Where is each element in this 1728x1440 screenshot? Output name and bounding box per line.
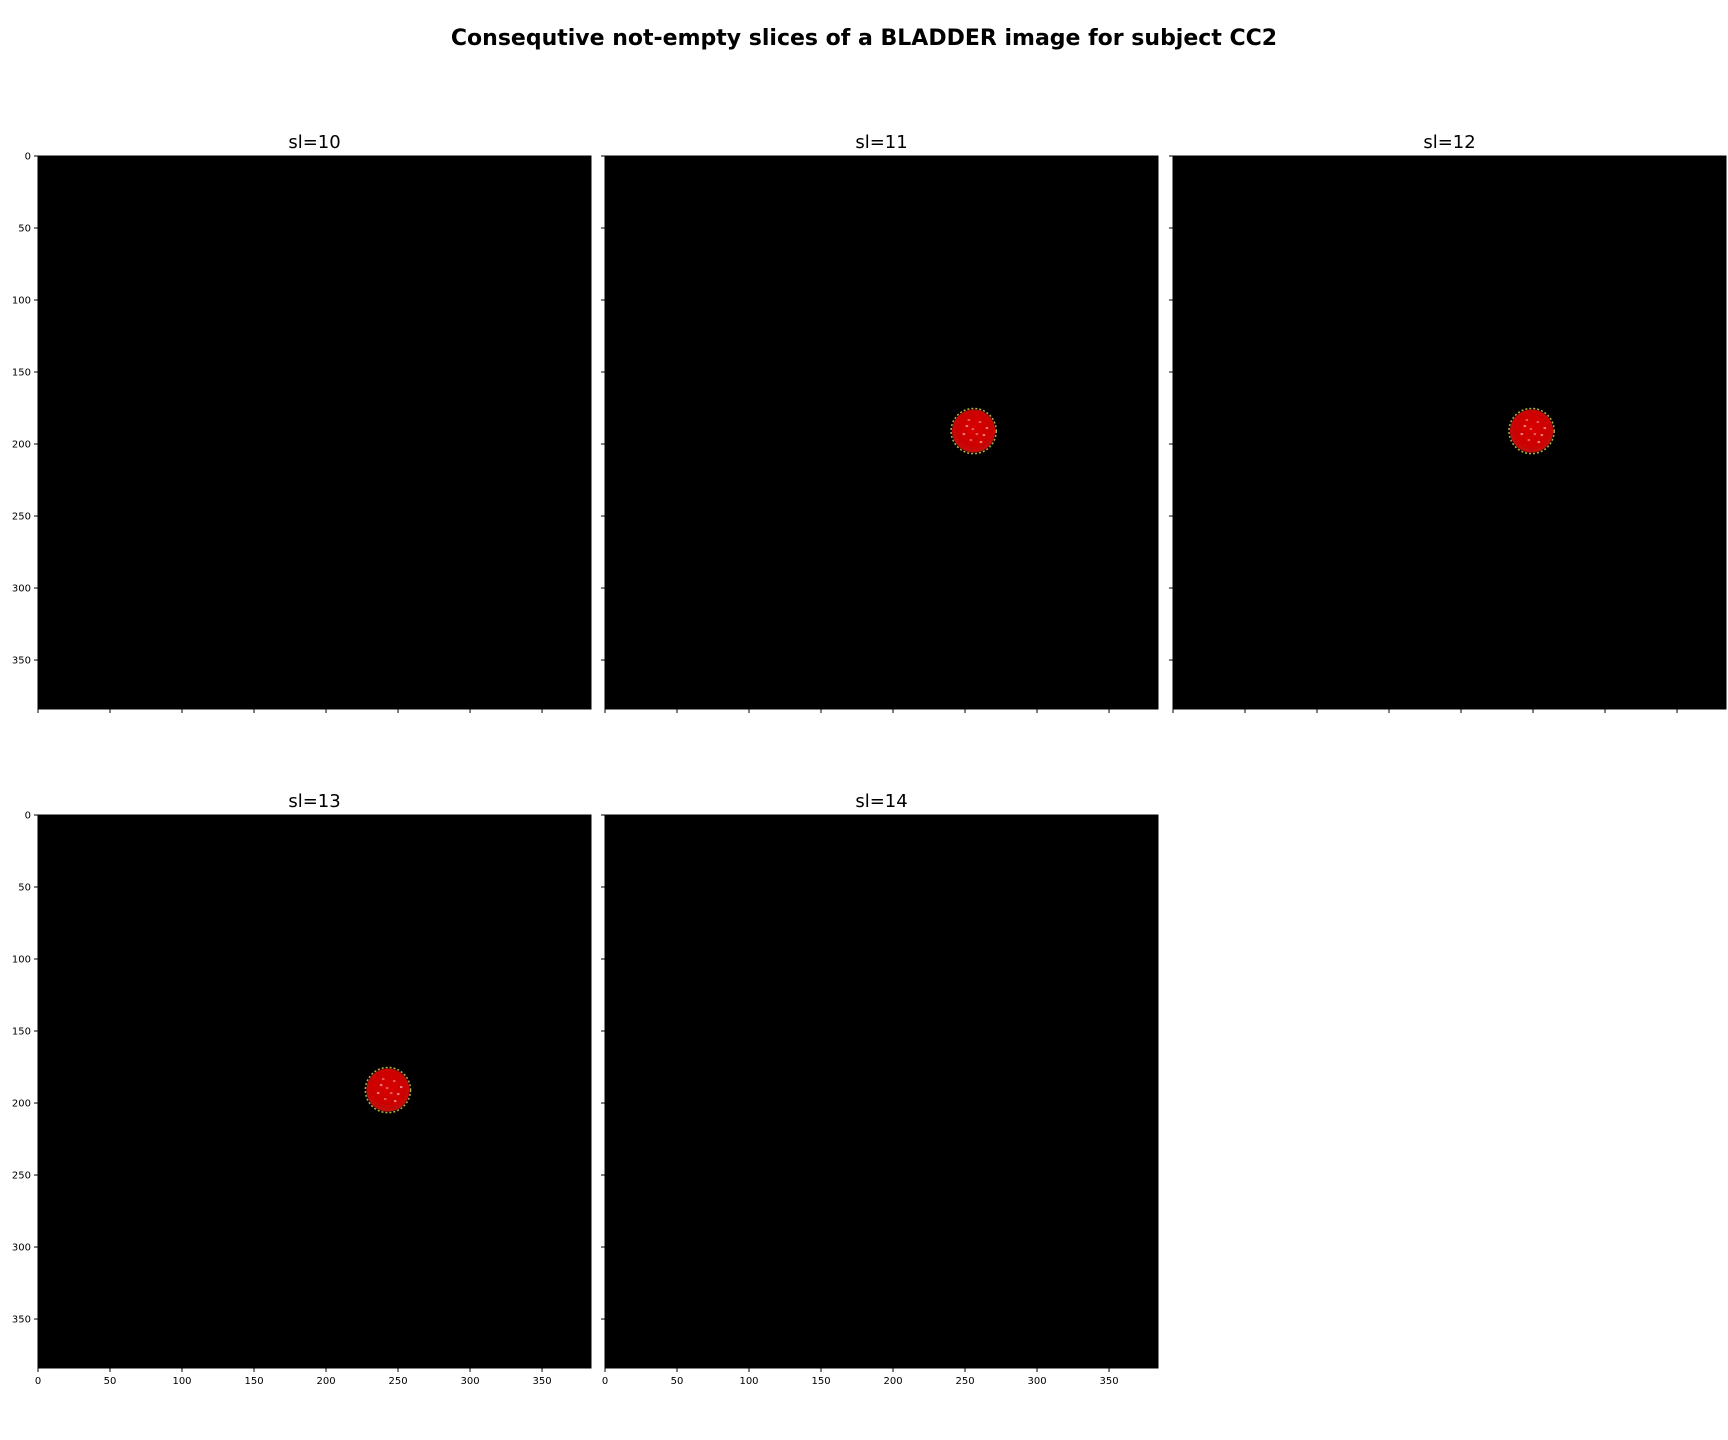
axes-frame [604, 155, 1159, 710]
slice-image [605, 156, 1158, 709]
region-texture [979, 441, 983, 444]
y-tick-label: 200 [12, 440, 31, 451]
region-texture [975, 433, 979, 436]
slice-image [605, 815, 1158, 1368]
region-texture [1520, 433, 1524, 436]
y-tick-label: 150 [12, 368, 31, 379]
panel-4: sl=14 0 50 100 150 200 250 300 350 [601, 791, 1159, 1387]
region-texture [399, 1086, 403, 1089]
region-texture [389, 1092, 393, 1095]
x-tick-label: 100 [172, 1376, 191, 1387]
x-tick-label: 300 [460, 1376, 479, 1387]
axes-frame [604, 814, 1159, 1369]
y-tick-label: 300 [12, 584, 31, 595]
panel-3: sl=13 0 50 100 150 200 250 300 350 0 50 100 150 200 25… [12, 791, 592, 1387]
y-tick-label: 0 [25, 152, 31, 163]
region-edge [364, 1066, 412, 1114]
panel-title: sl=14 [855, 791, 907, 812]
panels: sl=10 0 50 100 150 200 250 300 350 sl=11 sl=12 sl=1… [12, 132, 1727, 1387]
x-tick-label: 100 [739, 1376, 758, 1387]
region-texture [1529, 428, 1533, 431]
x-tick-label: 150 [811, 1376, 830, 1387]
x-tick-label: 350 [532, 1376, 551, 1387]
x-tick-label: 200 [883, 1376, 902, 1387]
y-tick-label: 50 [18, 224, 31, 235]
x-tick-label: 200 [316, 1376, 335, 1387]
y-tick-label: 0 [25, 811, 31, 822]
region-texture [1543, 427, 1547, 430]
y-tick-label: 100 [12, 296, 31, 307]
axes-frame [1172, 155, 1727, 710]
y-tick-label: 300 [12, 1243, 31, 1254]
region-texture [392, 1080, 396, 1083]
slice-image [38, 815, 591, 1368]
y-tick-label: 350 [12, 656, 31, 667]
axes-frame [37, 814, 592, 1369]
y-tick-label: 100 [12, 955, 31, 966]
region-texture [396, 1093, 400, 1096]
x-tick-label: 50 [671, 1376, 684, 1387]
bladder-region [952, 409, 996, 453]
region-texture [379, 1084, 383, 1087]
region-texture [393, 1100, 397, 1103]
region-texture [1527, 439, 1531, 442]
panel-1: sl=11 [601, 132, 1159, 713]
region-texture [982, 434, 986, 437]
region-texture [376, 1092, 380, 1095]
x-tick-label: 300 [1027, 1376, 1046, 1387]
region-texture [385, 1087, 389, 1090]
panel-2: sl=12 [1169, 132, 1727, 713]
slice-image [38, 156, 591, 709]
region-texture [967, 419, 971, 422]
x-tick-label: 50 [104, 1376, 117, 1387]
x-tick-label: 250 [388, 1376, 407, 1387]
region-texture [1537, 441, 1541, 444]
panel-title: sl=12 [1423, 132, 1475, 153]
region-texture [381, 1078, 385, 1081]
x-tick-label: 350 [1099, 1376, 1118, 1387]
figure-title: Consequtive not-empty slices of a BLADDE… [451, 26, 1277, 51]
x-tick-label: 250 [955, 1376, 974, 1387]
y-tick-label: 350 [12, 1315, 31, 1326]
region-texture [383, 1098, 387, 1101]
region-texture [1540, 434, 1544, 437]
region-texture [985, 427, 989, 430]
region-texture [1523, 425, 1527, 428]
x-tick-label: 150 [244, 1376, 263, 1387]
region-texture [962, 433, 966, 436]
region-texture [969, 439, 973, 442]
y-tick-label: 250 [12, 512, 31, 523]
region-texture [978, 421, 982, 424]
panel-0: sl=10 0 50 100 150 200 250 300 350 [12, 132, 592, 713]
y-tick-label: 150 [12, 1027, 31, 1038]
region-texture [1536, 421, 1540, 424]
region-edge [950, 407, 998, 455]
region-texture [971, 428, 975, 431]
bladder-region [1509, 409, 1554, 453]
x-tick-label: 0 [602, 1376, 608, 1387]
region-texture [965, 425, 969, 428]
y-tick-label: 50 [18, 883, 31, 894]
y-tick-label: 200 [12, 1099, 31, 1110]
x-tick-label: 0 [35, 1376, 41, 1387]
slice-image [1173, 156, 1726, 709]
region-edge [1508, 407, 1555, 455]
panel-title: sl=13 [288, 791, 340, 812]
bladder-region [366, 1068, 410, 1112]
region-texture [1533, 433, 1537, 436]
axes-frame [37, 155, 592, 710]
panel-title: sl=11 [855, 132, 907, 153]
y-tick-label: 250 [12, 1171, 31, 1182]
panel-title: sl=10 [288, 132, 340, 153]
region-texture [1525, 419, 1529, 422]
